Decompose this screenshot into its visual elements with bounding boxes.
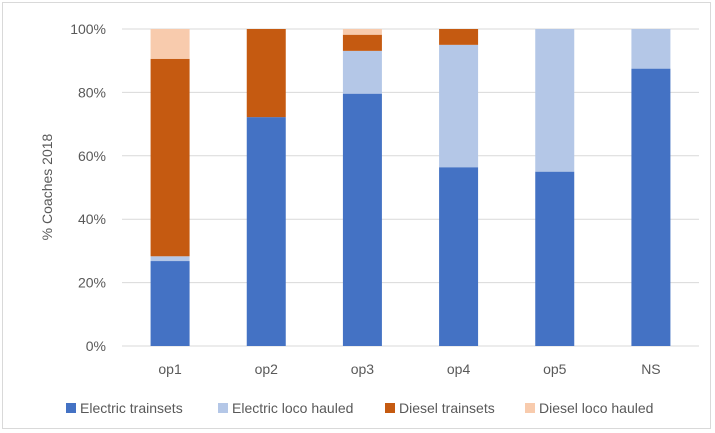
bar-segment-diesel-loco-hauled-op3 [342,29,382,35]
legend-swatch [218,403,228,413]
x-tick-labels: op1 op2 op3 op4 op5 NS [158,361,660,377]
bar-segment-electric-loco-hauled-op3 [342,50,382,94]
bar-segment-electric-trainsets-ns [631,68,671,346]
bar-segment-electric-loco-hauled-op4 [439,44,479,168]
bar-segment-diesel-trainsets-op1 [150,58,190,257]
bar-segment-diesel-trainsets-op3 [342,34,382,51]
y-tick-label: 0% [86,338,106,354]
legend-swatch [385,403,395,413]
x-tick-label: op3 [351,361,375,377]
y-tick-label: 100% [70,21,106,37]
bar-segment-electric-loco-hauled-op5 [535,29,575,172]
legend-label: Electric loco hauled [232,400,353,416]
y-tick-labels: 0% 20% 40% 60% 80% 100% [70,21,106,354]
bar-segment-electric-trainsets-op2 [246,117,286,346]
bar-segment-electric-trainsets-op4 [439,167,479,346]
y-tick-label: 40% [78,211,106,227]
bar-segment-diesel-loco-hauled-op1 [150,29,190,59]
legend-swatch [525,403,535,413]
y-tick-label: 20% [78,275,106,291]
y-tick-label: 80% [78,84,106,100]
legend-label: Diesel loco hauled [539,400,653,416]
gridlines [122,28,699,347]
legend-label: Diesel trainsets [399,400,495,416]
bar-segment-diesel-trainsets-op2 [246,29,286,118]
legend: Electric trainsets Electric loco hauled Di… [66,400,653,416]
x-tick-label: op1 [158,361,182,377]
x-tick-label: NS [641,361,660,377]
x-tick-label: op4 [447,361,471,377]
chart-frame [2,2,711,429]
bars [150,29,671,346]
x-tick-label: op2 [255,361,279,377]
bar-segment-electric-loco-hauled-op1 [150,256,190,262]
bar-segment-diesel-trainsets-op4 [439,29,479,45]
legend-label: Electric trainsets [80,400,183,416]
bar-segment-electric-loco-hauled-ns [631,29,671,69]
bar-segment-electric-trainsets-op3 [342,93,382,346]
bar-segment-electric-trainsets-op1 [150,261,190,346]
y-axis-label: % Coaches 2018 [39,133,55,240]
y-tick-label: 60% [78,148,106,164]
legend-swatch [66,403,76,413]
bar-segment-electric-trainsets-op5 [535,171,575,346]
x-tick-label: op5 [543,361,567,377]
